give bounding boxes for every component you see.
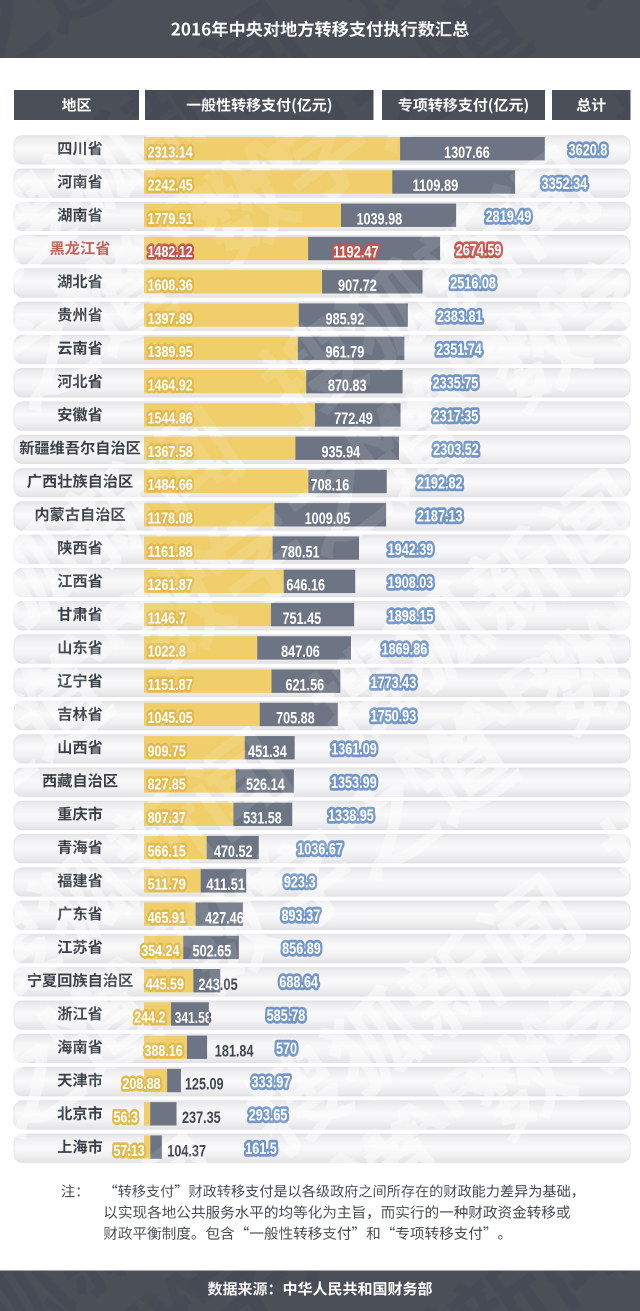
svg-text:646.16: 646.16	[286, 577, 325, 595]
svg-text:1039.98: 1039.98	[356, 211, 402, 229]
svg-text:3620.8: 3620.8	[569, 142, 608, 160]
svg-text:688.64: 688.64	[279, 974, 318, 992]
svg-text:1307.66: 1307.66	[444, 144, 490, 162]
svg-text:531.58: 531.58	[243, 810, 282, 828]
svg-text:56.3: 56.3	[114, 1110, 138, 1127]
svg-text:1464.92: 1464.92	[148, 377, 193, 394]
svg-text:2383.81: 2383.81	[437, 308, 483, 326]
svg-text:705.88: 705.88	[276, 710, 315, 728]
svg-text:751.45: 751.45	[282, 610, 321, 628]
svg-text:847.06: 847.06	[281, 643, 320, 661]
svg-text:161.5: 161.5	[245, 1140, 277, 1158]
svg-text:909.75: 909.75	[148, 743, 186, 760]
svg-text:2187.13: 2187.13	[417, 508, 463, 526]
svg-text:1942.39: 1942.39	[388, 541, 434, 559]
svg-text:57.13: 57.13	[114, 1143, 145, 1160]
svg-text:237.35: 237.35	[182, 1109, 221, 1127]
svg-text:181.84: 181.84	[215, 1043, 254, 1061]
svg-text:125.09: 125.09	[185, 1076, 224, 1094]
svg-text:1192.47: 1192.47	[333, 244, 379, 262]
svg-text:1109.89: 1109.89	[413, 177, 459, 195]
svg-text:341.58: 341.58	[175, 1010, 212, 1027]
svg-text:243.05: 243.05	[198, 976, 237, 994]
svg-text:1353.99: 1353.99	[331, 774, 377, 792]
svg-text:585.78: 585.78	[267, 1007, 306, 1025]
svg-text:341.58: 341.58	[175, 1010, 212, 1027]
svg-text:1389.95: 1389.95	[148, 344, 193, 361]
svg-text:1045.05: 1045.05	[148, 710, 193, 727]
svg-text:1151.87: 1151.87	[148, 677, 193, 694]
svg-text:856.89: 856.89	[282, 940, 321, 958]
svg-text:208.88: 208.88	[122, 1076, 160, 1093]
svg-text:1908.03: 1908.03	[388, 574, 434, 592]
